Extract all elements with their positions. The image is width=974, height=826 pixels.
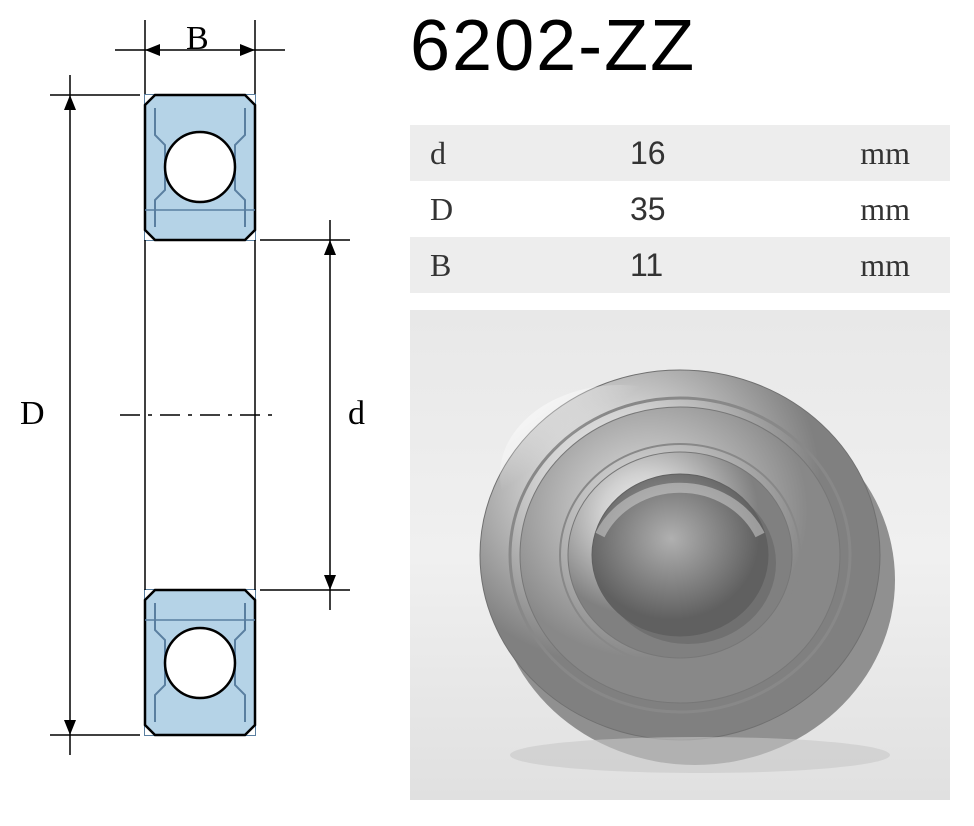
bottom-section — [145, 590, 255, 735]
table-row: B 11 mm — [410, 237, 950, 293]
product-photo — [410, 310, 950, 800]
spec-label: B — [430, 247, 630, 284]
spec-unit: mm — [810, 135, 910, 172]
label-B: B — [186, 20, 209, 58]
spec-unit: mm — [810, 191, 910, 228]
top-section — [145, 95, 255, 240]
dimension-d — [260, 220, 350, 610]
spec-table: d 16 mm D 35 mm B 11 mm — [410, 125, 950, 293]
diagram-svg — [0, 0, 400, 821]
info-panel: 6202-ZZ d 16 mm D 35 mm B 11 mm — [400, 0, 974, 821]
spec-label: D — [430, 191, 630, 228]
table-row: d 16 mm — [410, 125, 950, 181]
label-D: D — [20, 395, 45, 433]
spec-label: d — [430, 135, 630, 172]
spec-value: 16 — [630, 135, 810, 172]
cross-section-diagram: B D d — [0, 0, 400, 821]
spec-value: 35 — [630, 191, 810, 228]
spec-unit: mm — [810, 247, 910, 284]
label-d: d — [348, 395, 365, 433]
part-number-title: 6202-ZZ — [410, 5, 696, 87]
table-row: D 35 mm — [410, 181, 950, 237]
spec-value: 11 — [630, 247, 810, 284]
bearing-render — [450, 335, 910, 775]
